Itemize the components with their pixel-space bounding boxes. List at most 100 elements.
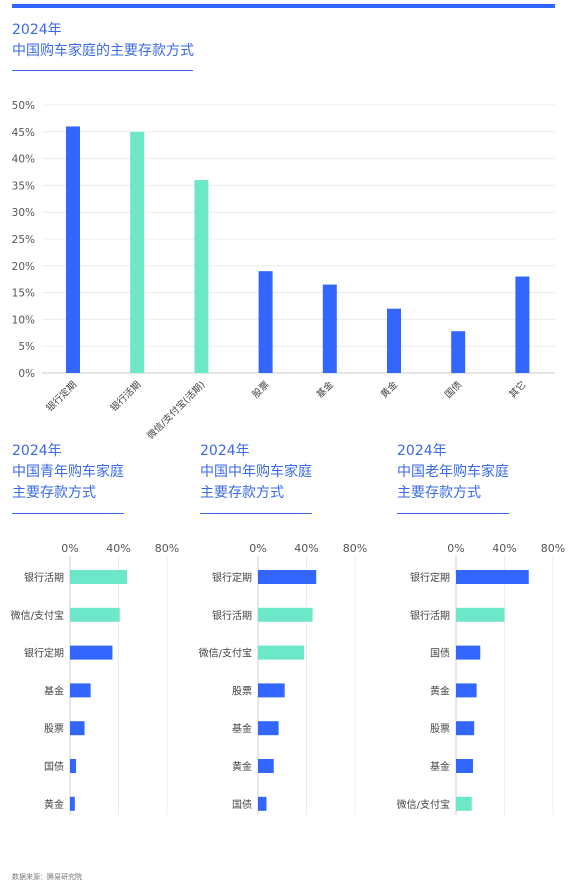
main-ytick-label: 15%	[12, 288, 35, 300]
main-bar	[322, 284, 337, 373]
middle-xtick-label: 0%	[249, 542, 266, 555]
young-bar	[70, 607, 120, 622]
main-ytick-label: 10%	[12, 314, 35, 326]
young-xtick-label: 80%	[155, 542, 179, 555]
middle-bar	[258, 683, 285, 698]
data-source-note: 数据来源：腾易研究院	[12, 873, 82, 881]
middle-category-label: 基金	[232, 722, 252, 735]
young-category-label: 银行定期	[24, 647, 64, 660]
young-category-label: 国债	[44, 760, 64, 773]
main-bar	[451, 331, 466, 373]
middle-category-label: 微信/支付宝	[199, 647, 252, 660]
main-ytick-label: 40%	[12, 154, 35, 166]
main-xtick-label: 国债	[442, 378, 464, 400]
main-bar	[66, 126, 80, 373]
senior-bar	[456, 759, 473, 773]
main-bar	[387, 308, 401, 373]
young-category-label: 银行活期	[24, 571, 64, 584]
main-title-rule	[12, 70, 193, 71]
top-accent-bar	[12, 4, 555, 8]
young-bar	[70, 759, 77, 773]
senior-bar	[456, 607, 505, 622]
middle-xtick-label: 80%	[343, 542, 367, 555]
senior-category-label: 银行定期	[410, 571, 450, 584]
main-chart-title: 2024年 中国购车家庭的主要存款方式	[12, 20, 194, 62]
main-ytick-label: 0%	[18, 368, 35, 380]
main-ytick-label: 25%	[12, 234, 35, 246]
middle-bar	[258, 645, 305, 660]
middle-bar	[258, 796, 267, 811]
young-title-rule	[12, 513, 124, 514]
middle-chart-title-line2: 主要存款方式	[200, 485, 284, 501]
main-ytick-label: 5%	[18, 341, 35, 353]
main-bar	[258, 271, 273, 373]
middle-xtick-label: 40%	[294, 542, 318, 555]
senior-bar	[456, 796, 472, 811]
main-bar	[194, 180, 209, 373]
young-category-label: 基金	[44, 684, 64, 697]
senior-chart-title-line1: 中国老年购车家庭	[397, 464, 509, 480]
main-xtick-label: 股票	[250, 379, 272, 401]
middle-bar	[258, 759, 274, 773]
senior-bar	[456, 570, 529, 584]
middle-category-label: 股票	[232, 685, 252, 697]
middle-category-label: 银行活期	[212, 609, 252, 622]
middle-bar	[258, 570, 317, 584]
senior-bar	[456, 721, 475, 736]
young-xtick-label: 0%	[61, 542, 78, 555]
main-ytick-label: 50%	[12, 100, 35, 112]
middle-chart-year: 2024年	[200, 443, 250, 459]
senior-category-label: 微信/支付宝	[397, 798, 450, 811]
main-ytick-label: 20%	[12, 261, 35, 273]
senior-category-label: 银行活期	[410, 609, 450, 622]
middle-category-label: 黄金	[232, 760, 252, 773]
young-chart-title: 2024年 中国青年购车家庭 主要存款方式	[12, 441, 124, 504]
main-xtick-label: 其它	[507, 379, 529, 401]
young-chart-title-line2: 主要存款方式	[12, 485, 96, 501]
young-category-label: 微信/支付宝	[11, 609, 64, 622]
senior-chart-title-line2: 主要存款方式	[397, 485, 481, 501]
main-ytick-label: 45%	[12, 127, 35, 139]
young-bar	[70, 721, 85, 736]
young-chart-title-line1: 中国青年购车家庭	[12, 464, 124, 480]
main-bar	[130, 131, 145, 373]
main-xtick-label: 微信/支付宝(活期)	[145, 379, 208, 442]
main-xtick-label: 黄金	[378, 378, 400, 400]
senior-chart-year: 2024年	[397, 443, 447, 459]
young-category-label: 股票	[44, 723, 64, 735]
young-category-label: 黄金	[44, 798, 64, 811]
middle-title-rule	[200, 513, 312, 514]
senior-xtick-label: 40%	[492, 542, 516, 555]
young-bar	[70, 796, 75, 811]
senior-chart-title: 2024年 中国老年购车家庭 主要存款方式	[397, 441, 509, 504]
main-bar	[515, 276, 530, 373]
middle-chart-title-line1: 中国中年购车家庭	[200, 464, 312, 480]
senior-bar	[456, 683, 477, 698]
young-bar	[70, 645, 113, 660]
senior-category-label: 黄金	[430, 684, 450, 697]
main-ytick-label: 35%	[12, 180, 35, 192]
main-ytick-label: 30%	[12, 207, 35, 219]
main-chart-year: 2024年	[12, 22, 62, 38]
young-bar	[70, 683, 91, 698]
senior-category-label: 国债	[430, 647, 450, 660]
middle-category-label: 国债	[232, 798, 252, 811]
senior-category-label: 股票	[430, 723, 450, 735]
middle-chart-title: 2024年 中国中年购车家庭 主要存款方式	[200, 441, 312, 504]
middle-bar	[258, 721, 279, 736]
senior-title-rule	[397, 513, 509, 514]
young-bar	[70, 570, 127, 584]
senior-xtick-label: 80%	[541, 542, 565, 555]
main-xtick-label: 银行活期	[108, 379, 143, 414]
main-xtick-label: 基金	[314, 378, 336, 400]
young-chart-year: 2024年	[12, 443, 62, 459]
main-xtick-label: 银行定期	[44, 379, 79, 414]
senior-xtick-label: 0%	[447, 542, 464, 555]
main-chart-title-text: 中国购车家庭的主要存款方式	[12, 43, 194, 59]
middle-bar	[258, 607, 313, 622]
senior-bar	[456, 645, 481, 660]
middle-category-label: 银行定期	[212, 571, 252, 584]
senior-category-label: 基金	[430, 760, 450, 773]
young-xtick-label: 40%	[106, 542, 130, 555]
